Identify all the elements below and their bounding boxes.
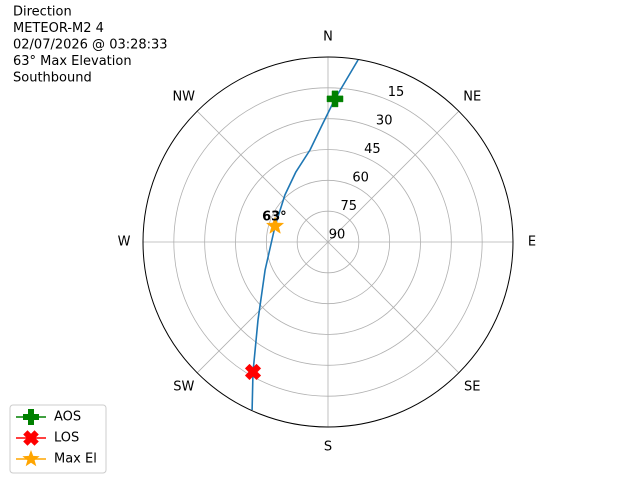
r-tick-label: 60 <box>352 171 369 186</box>
r-tick-label: 15 <box>388 85 405 100</box>
title-line: Direction <box>13 5 72 20</box>
r-tick-label: 30 <box>376 114 393 129</box>
polar-frame <box>142 56 514 428</box>
grid-spoke <box>327 110 460 243</box>
legend: AOS LOS Max El <box>9 404 107 474</box>
grid-spoke <box>327 241 460 374</box>
title-line: 63° Max Elevation <box>13 54 132 69</box>
theta-tick-label: NE <box>463 90 481 105</box>
legend-marker <box>23 409 39 425</box>
grid-spoke <box>196 110 329 243</box>
r-tick-label: 90 <box>329 228 346 243</box>
theta-tick-label: N <box>323 30 333 45</box>
legend-label: AOS <box>54 410 81 425</box>
r-tick-label: 45 <box>364 142 381 157</box>
marker-star <box>265 216 285 234</box>
theta-tick-label: SW <box>173 379 194 394</box>
title-line: Southbound <box>13 71 92 86</box>
legend-marker <box>23 430 39 446</box>
marker-x <box>244 363 262 381</box>
title-line: METEOR-M2 4 <box>13 21 104 36</box>
legend-marker <box>22 450 40 467</box>
annotation: 63° <box>262 210 287 225</box>
legend-label: LOS <box>54 431 79 446</box>
r-tick-label: 75 <box>341 199 358 214</box>
theta-tick-label: W <box>118 235 131 250</box>
theta-tick-label: S <box>324 440 332 455</box>
marker-plus <box>326 90 344 108</box>
theta-tick-label: NW <box>172 90 195 105</box>
track-line <box>251 59 359 411</box>
grid-spoke <box>196 241 329 374</box>
title-line: 02/07/2026 @ 03:28:33 <box>13 38 168 53</box>
theta-tick-label: E <box>528 235 536 250</box>
theta-tick-label: SE <box>464 379 480 394</box>
legend-label: Max El <box>54 452 97 467</box>
